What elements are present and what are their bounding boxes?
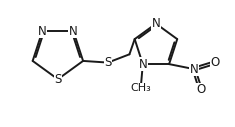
- Text: N: N: [138, 58, 147, 71]
- Text: S: S: [54, 73, 62, 86]
- Text: S: S: [104, 56, 112, 69]
- Text: CH₃: CH₃: [131, 83, 152, 93]
- Text: N: N: [152, 17, 160, 30]
- Text: N: N: [38, 25, 47, 38]
- Text: O: O: [211, 56, 220, 69]
- Text: N: N: [190, 63, 198, 76]
- Text: O: O: [196, 83, 205, 96]
- Text: N: N: [69, 25, 78, 38]
